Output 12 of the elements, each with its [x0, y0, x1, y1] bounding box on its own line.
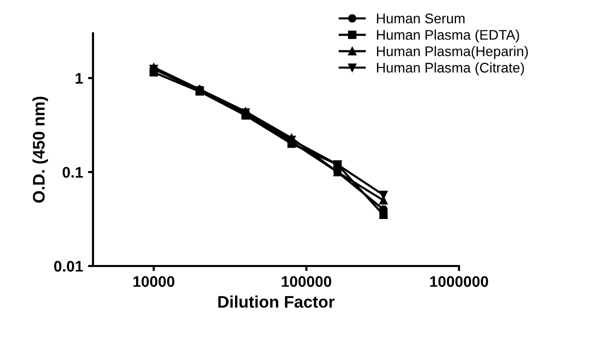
- x-axis-title: Dilution Factor: [218, 296, 335, 308]
- legend-label: Human Plasma (EDTA): [376, 30, 520, 43]
- y-tick-label: 1: [76, 73, 83, 84]
- legend-label: Human Plasma(Heparin): [376, 46, 528, 59]
- y-axis-title: O.D. (450 nm): [32, 96, 48, 203]
- x-tick-label: 1000000: [430, 276, 488, 287]
- y-tick-label: 0.1: [62, 166, 83, 178]
- y-tick-label: 0.01: [54, 260, 83, 272]
- x-tick-label: 100000: [282, 276, 332, 287]
- legend-label: Human Serum: [376, 14, 464, 24]
- x-tick-label: 10000: [133, 276, 174, 287]
- legend-label: Human Plasma (Citrate): [376, 62, 524, 76]
